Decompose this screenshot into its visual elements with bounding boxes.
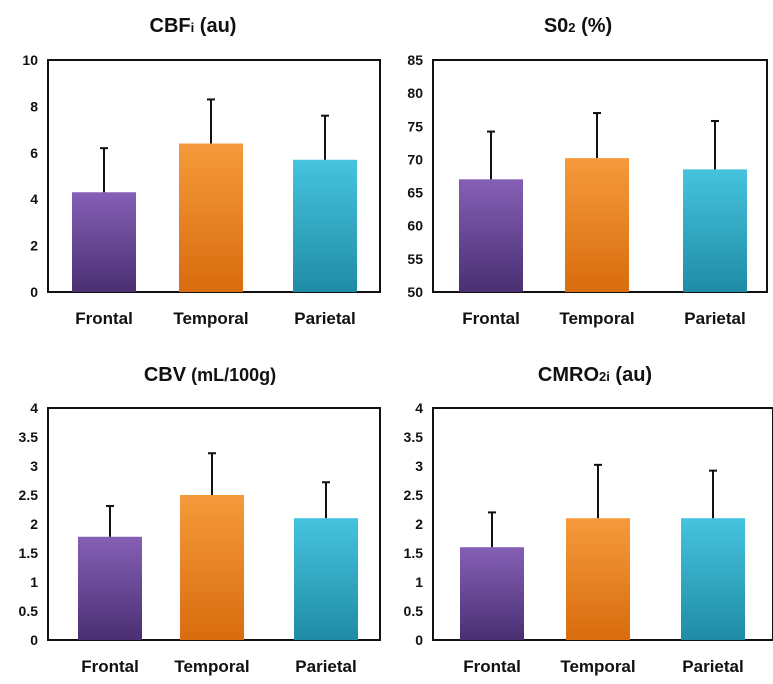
y-tick-label: 4: [30, 191, 38, 207]
bar-frontal: [72, 192, 136, 292]
y-tick-label: 50: [407, 284, 423, 300]
bar-temporal: [179, 143, 243, 292]
x-tick-label: Parietal: [684, 309, 745, 328]
y-tick-label: 6: [30, 145, 38, 161]
y-tick-label: 3.5: [19, 429, 39, 445]
plot-area: 0 0.5 1 1.5 2 2.5 3 3.5 4 Frontal Temporal Parietal: [19, 400, 381, 676]
y-tick-label: 0: [30, 284, 38, 300]
x-tick-label: Frontal: [463, 657, 521, 676]
x-tick-label: Temporal: [173, 309, 248, 328]
chart-title: CBFi (au): [150, 15, 237, 37]
x-tick-label: Parietal: [295, 657, 356, 676]
y-tick-label: 2: [30, 516, 38, 532]
y-tick-label: 1: [30, 574, 38, 590]
y-tick-label: 4: [30, 400, 38, 416]
x-tick-label: Parietal: [682, 657, 743, 676]
x-tick-label: Frontal: [462, 309, 520, 328]
x-tick-label: Parietal: [294, 309, 355, 328]
bar-parietal: [294, 518, 358, 640]
y-tick-label: 3: [415, 458, 423, 474]
bar-parietal: [681, 518, 745, 640]
y-tick-label: 0: [30, 632, 38, 648]
y-tick-label: 0: [415, 632, 423, 648]
bar-temporal: [180, 495, 244, 640]
y-tick-label: 65: [407, 185, 423, 201]
chart-cmro2i: CMRO2i (au) 0 0.5 1 1.5 2 2.5 3 3.5 4 Frontal Temp…: [404, 364, 773, 676]
y-tick-label: 0.5: [404, 603, 424, 619]
bar-temporal: [565, 158, 629, 292]
chart-cbv: CBV (mL/100g) 0 0.5 1 1.5 2 2.5 3 3.5 4 Frontal Te…: [19, 364, 381, 676]
y-tick-label: 2: [415, 516, 423, 532]
y-tick-label: 1.5: [19, 545, 39, 561]
y-tick-label: 75: [407, 118, 423, 134]
y-tick-label: 0.5: [19, 603, 39, 619]
y-tick-label: 3.5: [404, 429, 424, 445]
x-tick-label: Temporal: [559, 309, 634, 328]
y-tick-label: 80: [407, 85, 423, 101]
chart-title: CBV (mL/100g): [144, 364, 276, 386]
bar-parietal: [293, 159, 357, 292]
bar-temporal: [566, 518, 630, 640]
y-tick-label: 2: [30, 238, 38, 254]
chart-so2: S02 (%) 50 55 60 65 70 75 80 85 Frontal Temporal P…: [407, 15, 768, 328]
x-tick-label: Frontal: [75, 309, 133, 328]
y-tick-label: 10: [22, 52, 38, 68]
y-tick-label: 1: [415, 574, 423, 590]
y-tick-label: 55: [407, 251, 423, 267]
y-tick-label: 70: [407, 151, 423, 167]
chart-title: S02 (%): [544, 15, 612, 37]
x-tick-label: Frontal: [81, 657, 139, 676]
y-tick-label: 2.5: [19, 487, 39, 503]
y-tick-label: 2.5: [404, 487, 424, 503]
y-tick-label: 3: [30, 458, 38, 474]
bar-frontal: [460, 547, 524, 640]
chart-title: CMRO2i (au): [538, 364, 652, 386]
y-tick-label: 4: [415, 400, 423, 416]
x-tick-label: Temporal: [174, 657, 249, 676]
bar-frontal: [459, 179, 523, 292]
y-tick-label: 8: [30, 98, 38, 114]
y-tick-label: 60: [407, 218, 423, 234]
chart-cbfi: CBFi (au) 0 2 4 6 8 10 Frontal Temporal Parietal: [22, 15, 381, 328]
y-tick-label: 85: [407, 52, 423, 68]
bar-frontal: [78, 536, 142, 640]
x-tick-label: Temporal: [560, 657, 635, 676]
plot-area: 50 55 60 65 70 75 80 85 Frontal Temporal Parietal: [407, 52, 768, 328]
plot-area: 0 0.5 1 1.5 2 2.5 3 3.5 4 Frontal Temporal Parietal: [404, 400, 773, 676]
y-tick-label: 1.5: [404, 545, 424, 561]
plot-area: 0 2 4 6 8 10 Frontal Temporal Parietal: [22, 52, 381, 328]
bar-parietal: [683, 169, 747, 292]
